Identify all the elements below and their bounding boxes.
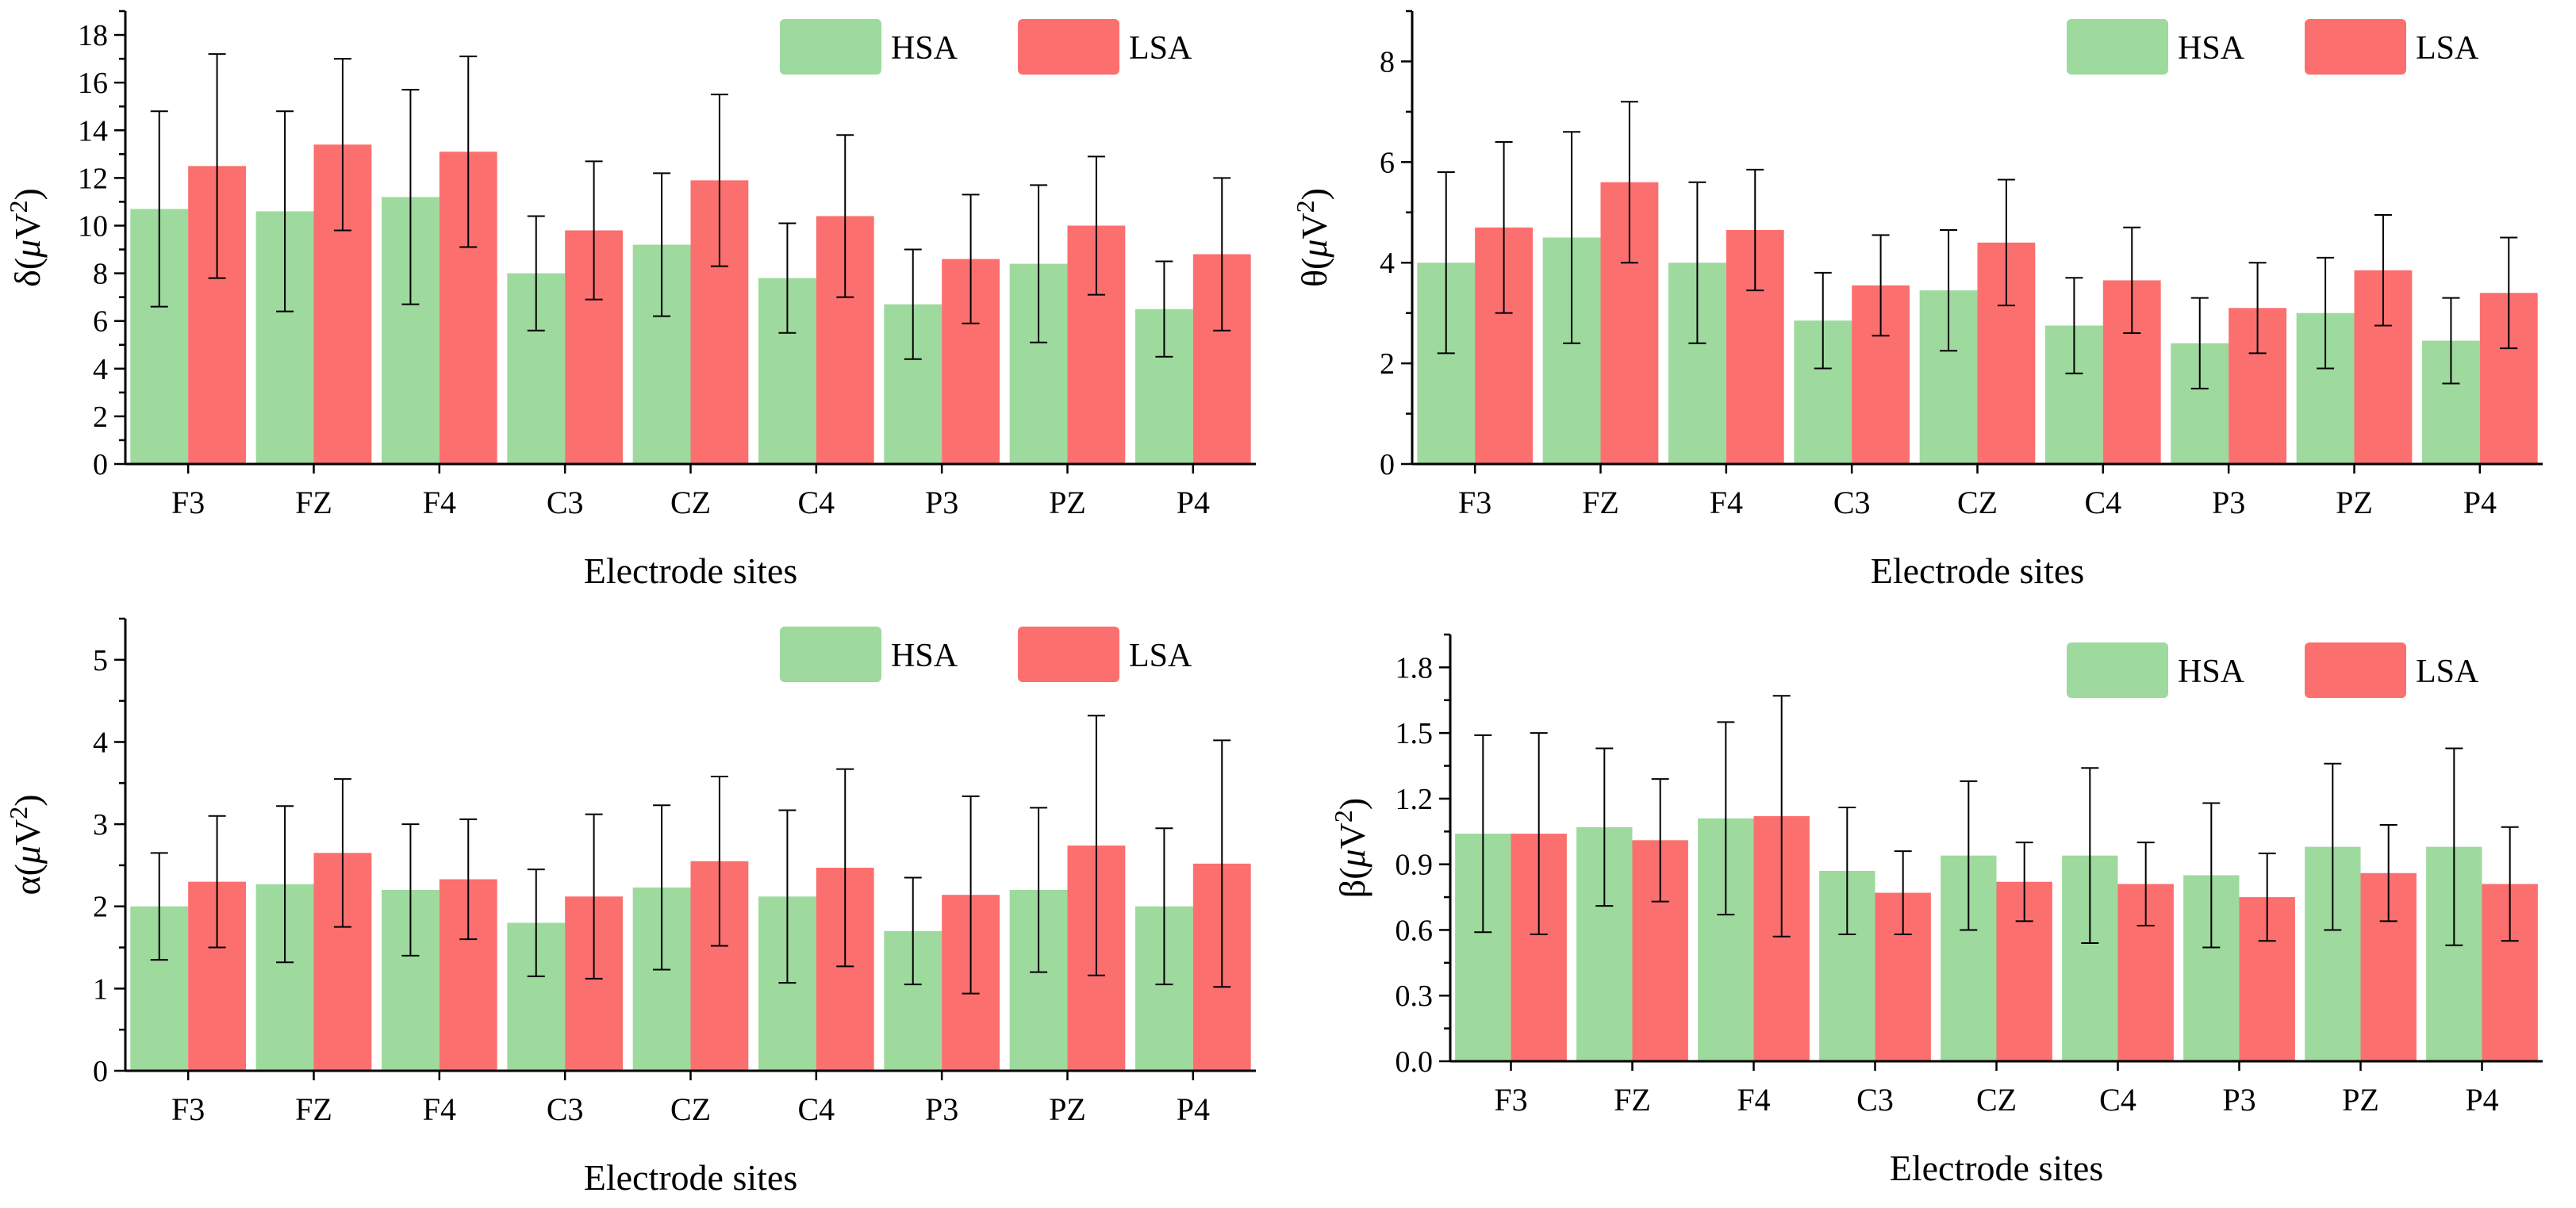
x-tick-label: F4 xyxy=(423,485,456,520)
legend-swatch-lsa xyxy=(2305,642,2406,698)
x-tick-label: F4 xyxy=(1737,1082,1770,1118)
legend-label-hsa: HSA xyxy=(891,638,958,674)
y-tick-label: 4 xyxy=(1380,247,1395,280)
y-tick-label: 0.3 xyxy=(1395,980,1434,1013)
y-tick-label: 2 xyxy=(93,401,108,434)
y-tick-label: 1.5 xyxy=(1395,717,1434,750)
legend-label-hsa: HSA xyxy=(891,30,958,67)
y-tick-label: 6 xyxy=(93,305,108,339)
x-tick-label: P4 xyxy=(2463,485,2497,520)
legend-swatch-lsa xyxy=(1018,19,1119,75)
x-tick-label: P4 xyxy=(2465,1082,2498,1118)
x-tick-label: P3 xyxy=(925,1091,958,1127)
y-tick-label: 1.8 xyxy=(1395,651,1434,685)
x-axis-title: Electrode sites xyxy=(1871,550,2085,591)
x-tick-label: FZ xyxy=(1614,1082,1651,1118)
chart-delta: F3 FZ F4 C3 CZ C4 P3 PZ P4 0 2 4 6 8 10 12 14 16 18 δ(μV2) E… xyxy=(4,10,1256,591)
y-tick-label: 12 xyxy=(78,162,108,195)
x-tick-label: FZ xyxy=(1582,485,1619,520)
x-tick-label: PZ xyxy=(1049,485,1086,520)
y-axis-title: β(μV2) xyxy=(1329,798,1372,898)
x-tick-label: F3 xyxy=(1494,1082,1527,1118)
y-tick-label: 0.9 xyxy=(1395,849,1434,882)
y-tick-label: 6 xyxy=(1380,146,1395,179)
y-tick-label: 0.6 xyxy=(1395,914,1434,947)
x-tick-label: PZ xyxy=(2336,485,2373,520)
x-tick-label: C3 xyxy=(1833,485,1871,520)
legend-swatch-hsa xyxy=(780,19,881,75)
y-tick-label: 8 xyxy=(93,258,108,291)
legend-label-lsa: LSA xyxy=(1129,638,1192,674)
x-tick-label: CZ xyxy=(670,485,711,520)
y-tick-label: 0 xyxy=(93,1055,108,1088)
x-tick-label: C4 xyxy=(797,485,835,520)
x-axis-title: Electrode sites xyxy=(584,1157,798,1198)
y-tick-label: 0 xyxy=(93,448,108,481)
y-axis-title: θ(μV2) xyxy=(1291,188,1334,287)
y-tick-label: 16 xyxy=(78,67,108,100)
x-tick-label: C3 xyxy=(547,1091,584,1127)
x-tick-label: C4 xyxy=(2099,1082,2136,1118)
chart-theta: F3 FZ F4 C3 CZ C4 P3 PZ P4 0 2 4 6 8 θ(μV2) Electrode s… xyxy=(1291,10,2543,591)
legend-swatch-lsa xyxy=(1018,627,1119,682)
y-tick-label: 4 xyxy=(93,726,108,759)
legend-swatch-lsa xyxy=(2305,19,2406,75)
x-tick-label: FZ xyxy=(295,485,332,520)
chart-alpha: F3 FZ F4 C3 CZ C4 P3 PZ P4 0 1 2 3 4 5 α(μV2) Electrode … xyxy=(4,617,1256,1198)
legend-label-lsa: LSA xyxy=(2416,30,2479,67)
x-tick-label: CZ xyxy=(1976,1082,2017,1118)
y-tick-label: 8 xyxy=(1380,45,1395,79)
x-axis-title: Electrode sites xyxy=(584,550,798,591)
x-tick-label: P4 xyxy=(1177,485,1210,520)
y-tick-label: 2 xyxy=(93,891,108,924)
y-tick-label: 18 xyxy=(78,19,108,52)
y-tick-label: 4 xyxy=(93,353,108,386)
x-tick-label: F4 xyxy=(423,1091,456,1127)
x-tick-label: P4 xyxy=(1177,1091,1210,1127)
y-tick-label: 14 xyxy=(78,114,108,148)
x-tick-label: CZ xyxy=(1957,485,1998,520)
legend-label-hsa: HSA xyxy=(2178,654,2245,690)
chart-beta: F3 FZ F4 C3 CZ C4 P3 PZ P4 0.0 0.3 0.6 0.9 1.2 1.5 1.8 β… xyxy=(1329,633,2543,1188)
x-tick-label: F3 xyxy=(171,1091,205,1127)
y-tick-label: 2 xyxy=(1380,347,1395,381)
x-tick-label: C3 xyxy=(547,485,584,520)
legend-label-lsa: LSA xyxy=(1129,30,1192,67)
y-tick-label: 3 xyxy=(93,808,108,842)
x-tick-label: P3 xyxy=(2212,485,2245,520)
x-tick-label: PZ xyxy=(2342,1082,2379,1118)
y-tick-label: 1.2 xyxy=(1395,783,1434,816)
y-tick-label: 5 xyxy=(93,644,108,677)
legend-swatch-hsa xyxy=(2067,19,2168,75)
legend-label-lsa: LSA xyxy=(2416,654,2479,690)
x-tick-label: PZ xyxy=(1049,1091,1086,1127)
x-tick-label: FZ xyxy=(295,1091,332,1127)
x-axis-title: Electrode sites xyxy=(1890,1148,2104,1188)
legend-swatch-hsa xyxy=(780,627,881,682)
y-tick-label: 0.0 xyxy=(1395,1045,1434,1079)
x-tick-label: P3 xyxy=(925,485,958,520)
legend-swatch-hsa xyxy=(2067,642,2168,698)
y-tick-label: 10 xyxy=(78,209,108,243)
y-axis-title: δ(μV2) xyxy=(4,188,48,287)
y-tick-label: 1 xyxy=(93,972,108,1006)
x-tick-label: C4 xyxy=(2084,485,2121,520)
x-tick-label: CZ xyxy=(670,1091,711,1127)
x-tick-label: P3 xyxy=(2222,1082,2255,1118)
x-tick-label: F3 xyxy=(171,485,205,520)
y-axis-title: α(μV2) xyxy=(4,794,48,895)
x-tick-label: F4 xyxy=(1710,485,1743,520)
legend-label-hsa: HSA xyxy=(2178,30,2245,67)
x-tick-label: C3 xyxy=(1856,1082,1894,1118)
x-tick-label: F3 xyxy=(1458,485,1491,520)
x-tick-label: C4 xyxy=(797,1091,835,1127)
y-tick-label: 0 xyxy=(1380,448,1395,481)
